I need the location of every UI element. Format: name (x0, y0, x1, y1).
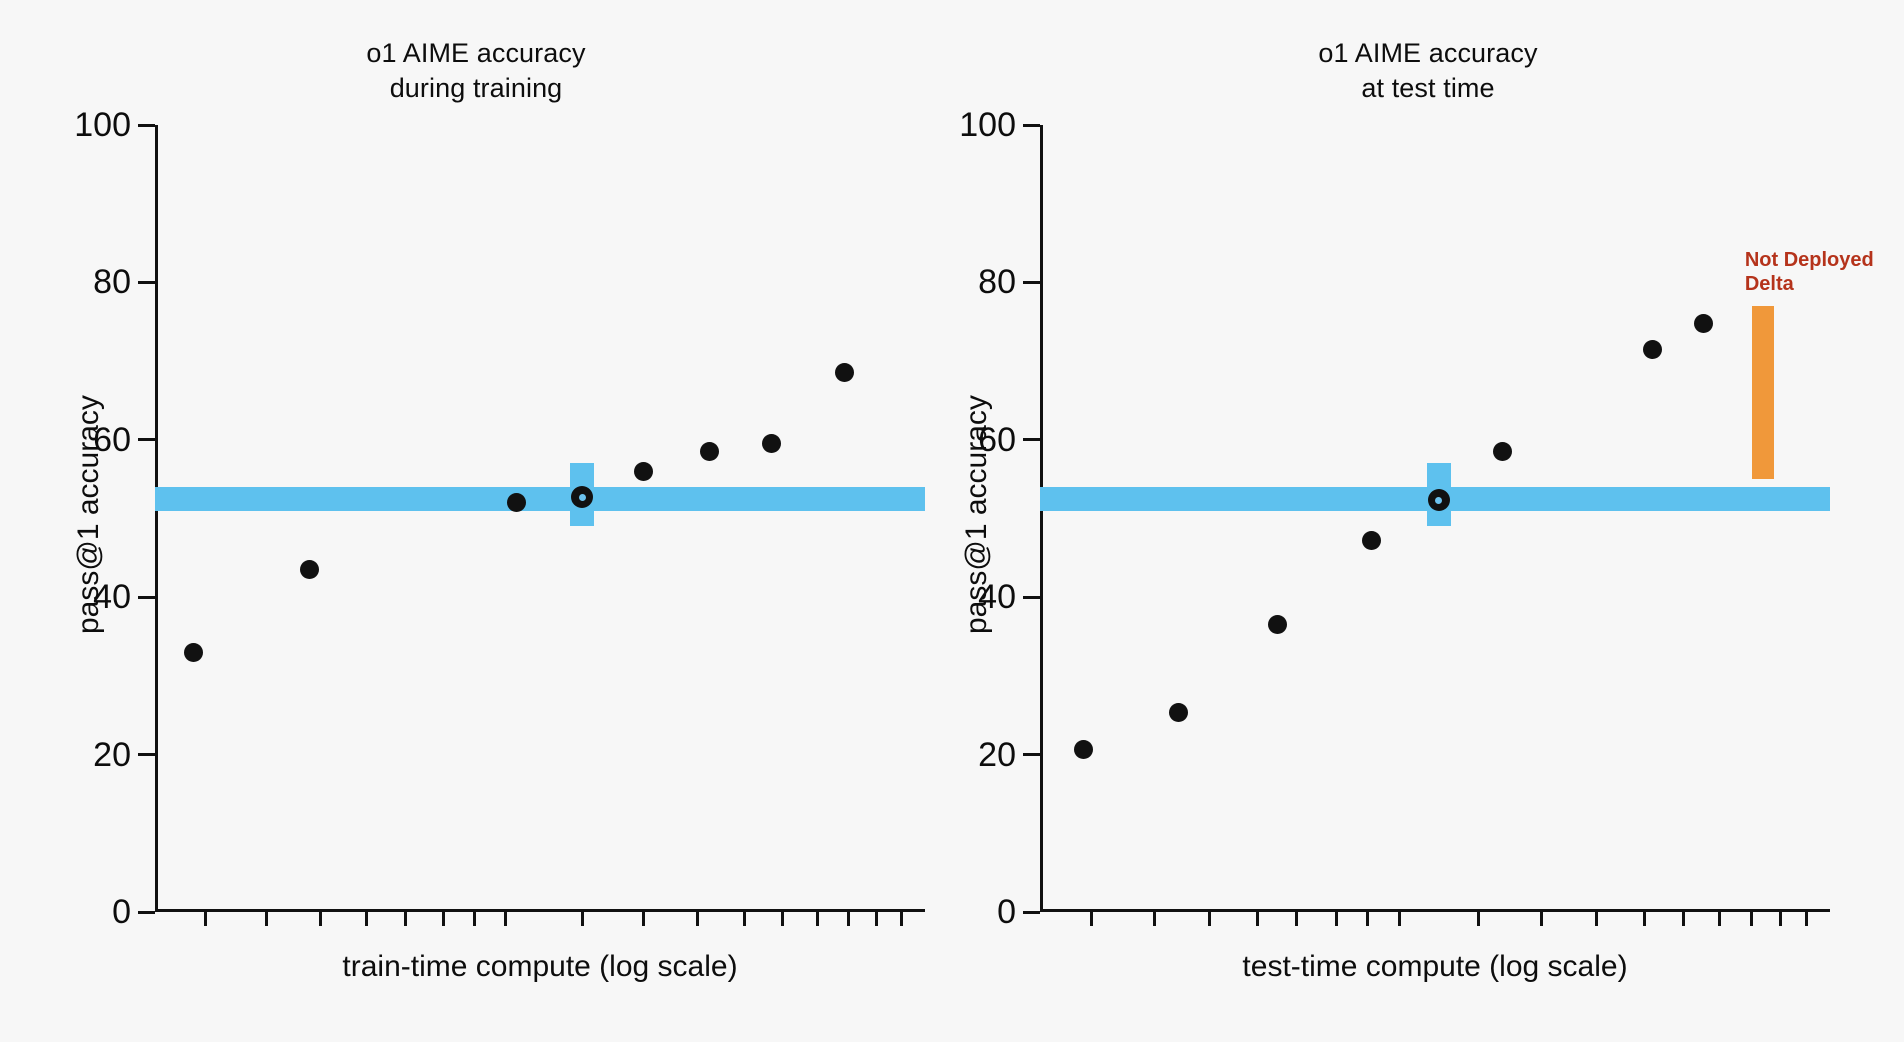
x-tick-12 (1682, 912, 1686, 926)
y-tick-60 (1023, 438, 1040, 442)
x-tick-1 (1153, 912, 1157, 926)
x-tick-9 (1540, 912, 1544, 926)
not-deployed-delta-bar (1751, 306, 1774, 480)
x-tick-2 (319, 912, 323, 926)
x-tick-1 (265, 912, 269, 926)
x-tick-5 (442, 912, 446, 926)
x-tick-11 (1642, 912, 1646, 926)
x-axis-line-train (155, 909, 925, 912)
x-tick-14 (846, 912, 850, 926)
x-tick-8 (580, 912, 584, 926)
y-axis-line-test (1040, 125, 1043, 912)
y-tick-40 (1023, 595, 1040, 599)
x-tick-13 (815, 912, 819, 926)
y-tick-label-20: 20 (978, 735, 1016, 774)
x-tick-6 (1366, 912, 1370, 926)
y-tick-60 (138, 438, 155, 442)
x-tick-13 (1717, 912, 1721, 926)
x-tick-9 (642, 912, 646, 926)
y-tick-label-100: 100 (959, 106, 1016, 144)
x-tick-16 (900, 912, 904, 926)
y-tick-20 (1023, 753, 1040, 757)
data-point (299, 560, 319, 580)
x-axis-line-test (1040, 909, 1830, 912)
x-tick-3 (365, 912, 369, 926)
y-tick-label-0: 0 (112, 893, 131, 931)
data-point (1362, 531, 1382, 551)
data-point (634, 461, 654, 481)
not-deployed-delta-annotation: Not Deployed Delta (1744, 249, 1874, 296)
y-tick-label-0: 0 (997, 893, 1016, 931)
data-point (507, 493, 527, 513)
x-axis-label-train: train-time compute (log scale) (342, 950, 738, 983)
data-point (834, 363, 854, 383)
chart-title-test: o1 AIME accuracy at test time (1318, 38, 1538, 103)
y-tick-100 (1023, 123, 1040, 127)
y-tick-label-20: 20 (93, 735, 131, 774)
x-tick-12 (781, 912, 785, 926)
x-tick-0 (1089, 912, 1093, 926)
x-tick-16 (1804, 912, 1808, 926)
data-point (184, 642, 203, 662)
x-tick-0 (203, 912, 207, 926)
y-tick-0 (138, 910, 155, 914)
x-tick-10 (696, 912, 700, 926)
x-tick-8 (1476, 912, 1480, 926)
reference-band (155, 486, 925, 511)
x-tick-3 (1255, 912, 1259, 926)
data-point (1694, 313, 1714, 333)
plot-area-train: 100 80 60 40 20 0 (74, 108, 925, 929)
data-point (761, 434, 781, 454)
y-tick-0 (1023, 910, 1040, 914)
x-tick-5 (1334, 912, 1338, 926)
y-tick-label-40: 40 (978, 578, 1016, 617)
data-point (1267, 615, 1287, 635)
x-axis-label-test: test-time compute (log scale) (1242, 950, 1628, 983)
data-point-highlighted (1427, 489, 1450, 512)
chart-title-train: o1 AIME accuracy during training (366, 38, 586, 103)
y-tick-80 (1023, 280, 1040, 284)
y-tick-80 (138, 280, 155, 284)
data-point-highlighted (571, 486, 594, 509)
x-tick-7 (1397, 912, 1401, 926)
x-tick-4 (1295, 912, 1299, 926)
plot-area-test: 100 80 60 40 20 0 (959, 108, 1830, 929)
x-tick-15 (1778, 912, 1782, 926)
x-tick-7 (503, 912, 507, 926)
data-point (1642, 339, 1662, 359)
y-tick-label-40: 40 (93, 578, 131, 617)
y-tick-label-80: 80 (93, 263, 131, 302)
data-point (1168, 703, 1188, 723)
x-tick-15 (874, 912, 878, 926)
data-point (1073, 740, 1093, 760)
x-tick-14 (1749, 912, 1753, 926)
x-tick-10 (1595, 912, 1599, 926)
data-point (699, 442, 719, 462)
y-tick-100 (138, 123, 155, 127)
y-tick-label-80: 80 (978, 263, 1016, 302)
y-axis-line-train (155, 125, 158, 912)
data-point (1492, 442, 1512, 462)
x-tick-4 (403, 912, 407, 926)
x-tick-2 (1208, 912, 1212, 926)
y-tick-40 (138, 595, 155, 599)
y-tick-label-60: 60 (978, 420, 1016, 459)
x-tick-11 (742, 912, 746, 926)
chart-panel-train: o1 AIME accuracy during training pass@1 … (72, 38, 925, 983)
y-tick-label-100: 100 (74, 106, 131, 144)
chart-panel-test: o1 AIME accuracy at test time pass@1 acc… (952, 0, 1904, 1042)
y-tick-label-60: 60 (93, 420, 131, 459)
y-tick-20 (138, 753, 155, 757)
x-tick-6 (473, 912, 477, 926)
